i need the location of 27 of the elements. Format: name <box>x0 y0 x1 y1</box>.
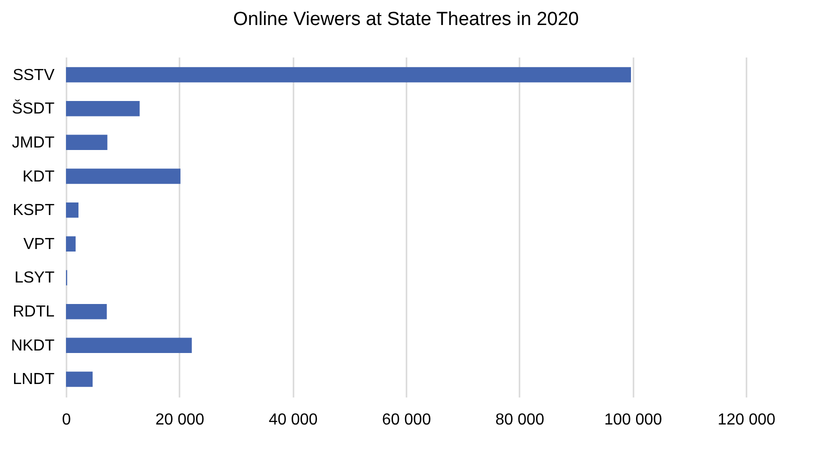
chart-title: Online Viewers at State Theatres in 2020 <box>233 9 579 30</box>
x-tick-label: 60 000 <box>382 412 432 428</box>
x-tick-label: 80 000 <box>495 412 544 428</box>
bar <box>66 304 107 320</box>
y-tick-label: ŠSDT <box>12 100 55 118</box>
y-tick-label: JMDT <box>12 134 55 152</box>
bar <box>66 67 631 82</box>
y-tick-label: LNDT <box>12 371 55 388</box>
bar <box>66 372 93 387</box>
y-tick-label: KDT <box>22 168 55 186</box>
x-tick-label: 20 000 <box>155 412 204 428</box>
bar <box>66 134 108 150</box>
y-tick-label: RDTL <box>12 304 55 321</box>
y-tick-label: NKDT <box>10 337 55 354</box>
x-tick-label: 120 000 <box>718 412 776 428</box>
bar <box>66 100 140 116</box>
bar <box>66 338 192 354</box>
y-tick-label: KSPT <box>12 202 55 220</box>
y-tick-label: LSYT <box>14 270 55 287</box>
y-tick-label: SSTV <box>12 66 55 84</box>
bar <box>66 202 78 218</box>
x-tick-label: 0 <box>62 412 72 428</box>
x-tick-label: 100 000 <box>604 412 662 428</box>
bar <box>66 168 180 184</box>
bar <box>66 236 76 252</box>
y-tick-label: VPT <box>23 236 55 253</box>
x-tick-label: 40 000 <box>268 412 318 428</box>
